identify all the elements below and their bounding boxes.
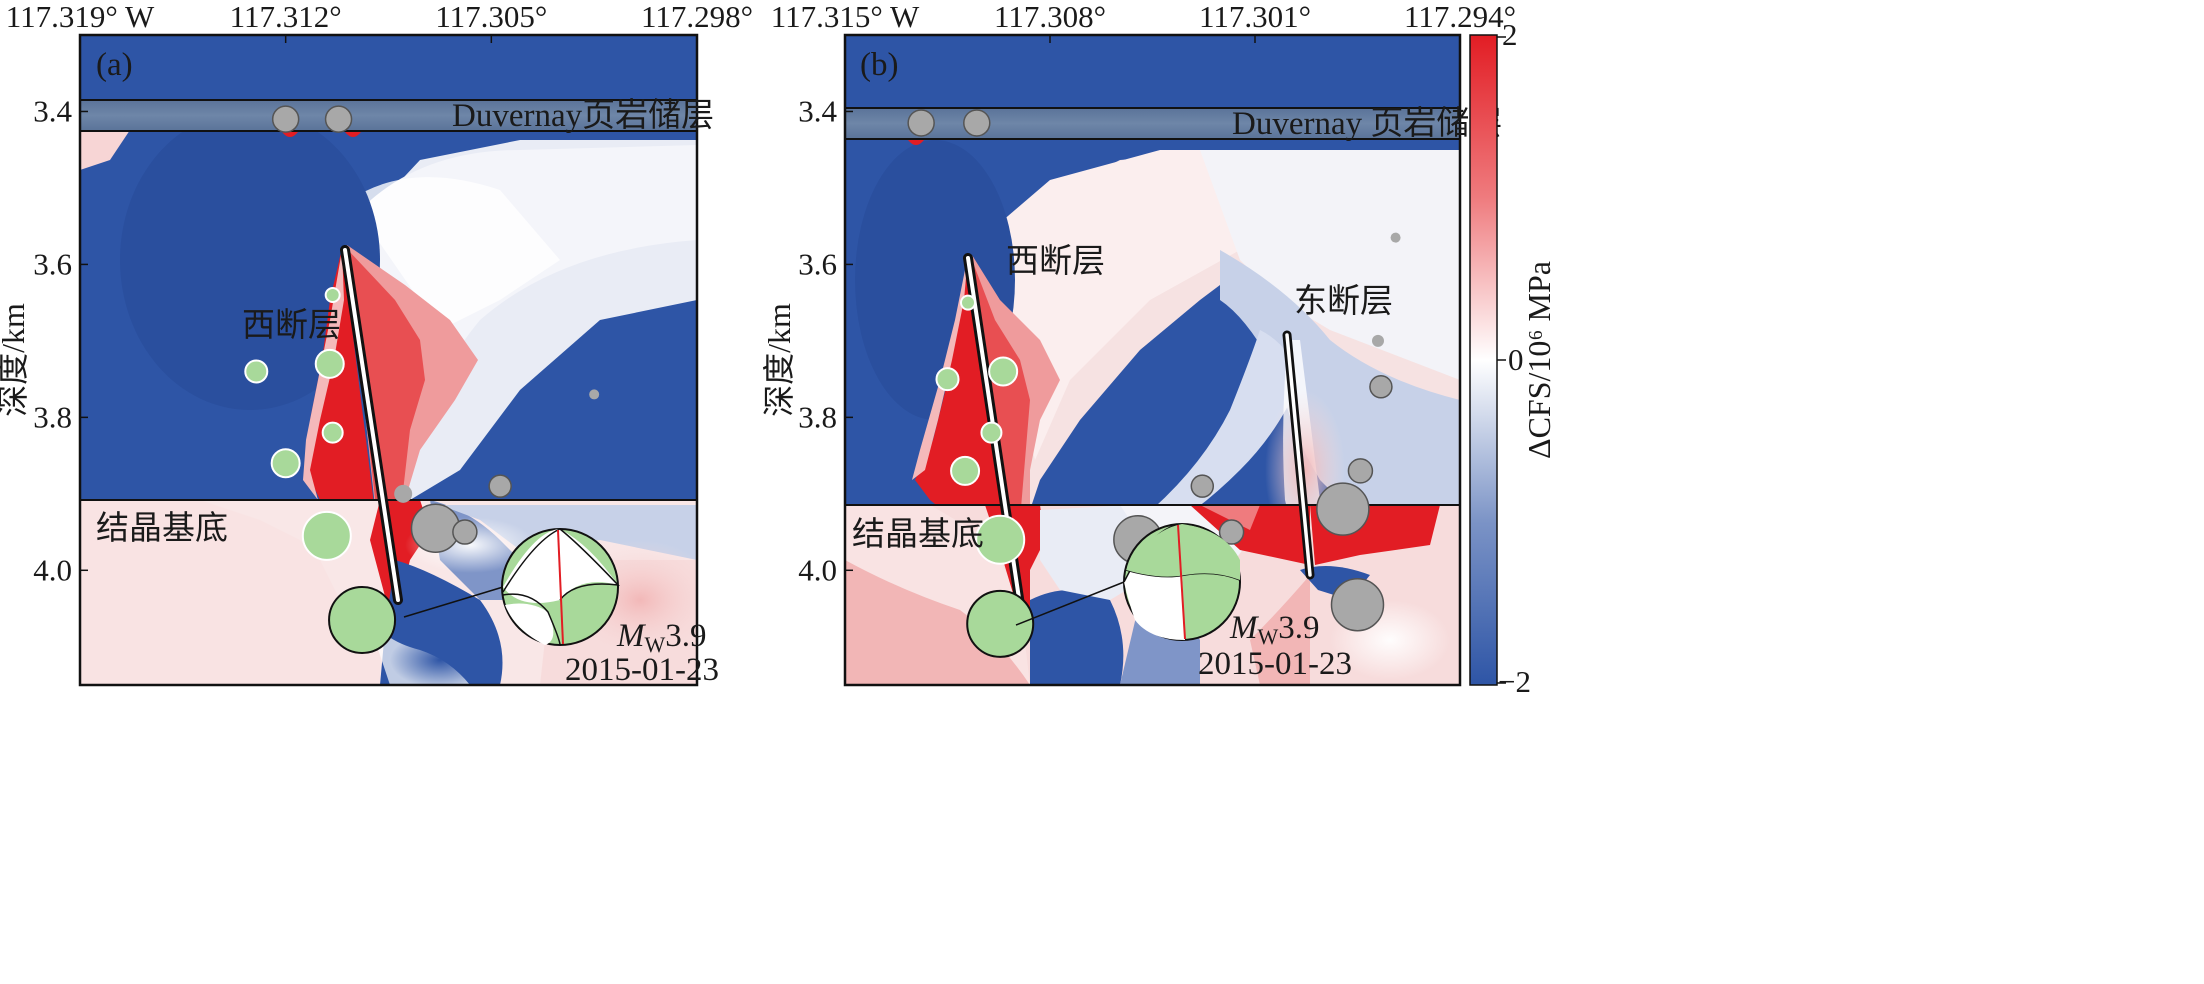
event-gray <box>271 105 300 133</box>
event-green <box>935 367 960 392</box>
x-tick-label: 117.315° W <box>771 0 920 34</box>
panel-a-focal-mechanism <box>501 528 620 646</box>
event-green <box>988 356 1019 387</box>
event-green <box>321 421 344 444</box>
event-green <box>301 510 352 561</box>
event-gray <box>907 109 935 137</box>
panel-a-events <box>244 105 600 654</box>
panel-b-label: (b) <box>860 47 898 83</box>
event-green <box>980 421 1003 444</box>
panel-b-date: 2015-01-23 <box>1198 646 1352 682</box>
y-tick-label: 4.0 <box>798 552 837 587</box>
x-tick-label: 117.305° <box>435 0 547 34</box>
event-green <box>975 514 1026 565</box>
panel-a-reservoir-label: Duvernay页岩储层 <box>452 97 714 134</box>
event-gray <box>1218 519 1245 545</box>
colorbar-label: ΔCFS/10⁶ MPa <box>1521 261 1557 459</box>
event-green <box>314 348 345 379</box>
event-gray <box>324 105 353 133</box>
panel-b-reservoir-label: Duvernay 页岩储层 <box>1232 105 1502 142</box>
event-green <box>270 448 301 479</box>
panel-a-west-fault-label: 西断层 <box>242 307 341 344</box>
event-gray <box>1190 474 1215 498</box>
x-tick-label: 117.319° W <box>6 0 155 34</box>
panel-b-focal-mechanism <box>1123 523 1241 641</box>
event-green <box>244 359 269 384</box>
y-tick-label: 3.6 <box>33 246 72 281</box>
event-gray <box>589 389 600 400</box>
panel-a-y-axis-label: 深度/km <box>0 303 31 417</box>
event-gray <box>488 474 512 498</box>
panel-a-magnitude: MW3.9 <box>616 618 707 657</box>
panel-a-label: (a) <box>96 47 133 83</box>
panel-a-basement-label: 结晶基底 <box>96 510 228 547</box>
event-green <box>966 589 1035 658</box>
panel-b-basement-label: 结晶基底 <box>852 516 984 553</box>
y-tick-label: 3.8 <box>798 399 837 434</box>
event-gray <box>1347 458 1374 484</box>
y-tick-label: 3.6 <box>798 246 837 281</box>
x-tick-label: 117.312° <box>230 0 342 34</box>
panel-b-axes: 117.315° W 117.308° 117.301° 117.294° 3.4 3.6… <box>771 0 1516 587</box>
colorbar-tick-zero: 0 <box>1508 342 1524 377</box>
event-green <box>328 586 397 654</box>
panel-a: (a) Duvernay页岩储层 西断层 结晶基底 MW3.9 2015-01-… <box>0 0 753 688</box>
panel-b-east-fault-label: 东断层 <box>1294 283 1393 320</box>
y-tick-label: 3.4 <box>798 93 837 128</box>
event-gray <box>963 109 991 137</box>
colorbar-tick-min: −2 <box>1498 664 1531 699</box>
x-tick-label: 117.308° <box>994 0 1106 34</box>
x-tick-label: 117.301° <box>1199 0 1311 34</box>
panel-b-y-axis-label: 深度/km <box>761 303 797 417</box>
event-gray <box>1330 577 1385 632</box>
event-gray <box>1369 375 1393 399</box>
event-green <box>324 287 341 303</box>
panel-a-fm-leader <box>403 586 504 618</box>
panel-b-east-fault-core <box>1285 333 1312 577</box>
panel-b-magnitude: MW3.9 <box>1229 610 1320 649</box>
event-green <box>960 294 976 311</box>
panel-a-frame <box>78 33 699 687</box>
event-gray <box>1390 232 1401 243</box>
panel-a-axes: 117.319° W 117.312° 117.305° 117.298° 3.4 3.6… <box>6 0 753 587</box>
y-tick-label: 3.4 <box>33 93 72 128</box>
event-gray <box>394 484 413 503</box>
colorbar: 2 0 −2 ΔCFS/10⁶ MPa <box>1469 17 1557 699</box>
panel-b-west-fault-label: 西断层 <box>1006 243 1105 280</box>
colorbar-tick-max: 2 <box>1502 17 1518 52</box>
event-gray <box>410 503 461 553</box>
panel-a-west-fault-core <box>343 248 400 602</box>
panel-b: (b) Duvernay 页岩储层 西断层 东断层 结晶基底 MW3.9 201… <box>761 0 1516 687</box>
panel-b-fm-leader <box>1015 581 1125 626</box>
event-gray <box>1372 334 1384 347</box>
x-tick-label: 117.298° <box>641 0 753 34</box>
panel-b-events <box>907 109 1401 658</box>
event-gray <box>452 519 478 545</box>
event-green <box>950 455 981 486</box>
colorbar-ramp <box>1469 34 1498 686</box>
panel-a-date: 2015-01-23 <box>565 652 719 688</box>
y-tick-label: 3.8 <box>33 399 72 434</box>
panel-b-frame <box>843 33 1462 687</box>
event-gray <box>1316 482 1370 536</box>
y-tick-label: 4.0 <box>33 552 72 587</box>
x-tick-label: 117.294° <box>1404 0 1516 34</box>
